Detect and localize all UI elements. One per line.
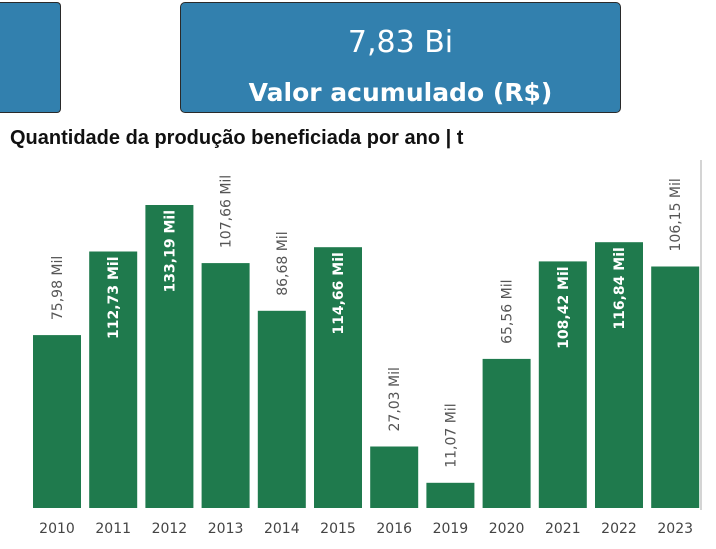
kpi-label: Valor acumulado (R$)	[248, 78, 553, 107]
value-label-2016: 27,03 Mil	[387, 367, 403, 431]
value-label-2020: 65,56 Mil	[500, 280, 516, 344]
bar-2010[interactable]	[33, 335, 81, 508]
bar-2021[interactable]	[538, 261, 587, 508]
bars-group	[33, 205, 700, 509]
x-tick-2022: 2022	[601, 521, 637, 537]
x-tick-2010: 2010	[39, 521, 75, 537]
bar-2019[interactable]	[426, 482, 475, 508]
value-label-2021: 108,42 Mil	[556, 266, 572, 348]
x-tick-2020: 2020	[489, 521, 525, 537]
x-tick-2012: 2012	[152, 521, 188, 537]
value-label-2019: 11,07 Mil	[443, 403, 459, 467]
value-labels-group: 75,98 Mil 112,73 Mil 133,19 Mil 107,66 Mil 8…	[50, 175, 684, 468]
value-label-2012: 133,19 Mil	[162, 210, 178, 292]
bar-2011[interactable]	[89, 251, 138, 509]
bar-2014[interactable]	[257, 310, 306, 508]
kpi-value: 7,83 Bi	[347, 25, 454, 60]
bar-2015[interactable]	[314, 247, 362, 508]
x-tick-2011: 2011	[95, 521, 131, 537]
value-label-2022: 116,84 Mil	[612, 247, 628, 329]
value-label-2014: 86,68 Mil	[275, 231, 291, 295]
x-axis-ticks-group: 2010 2011 2012 2013 2014 2015 2016 2019 2020 2021…	[39, 521, 693, 537]
bar-2013[interactable]	[201, 263, 250, 508]
x-tick-2016: 2016	[376, 521, 412, 537]
bar-2012[interactable]	[145, 205, 194, 508]
bar-2016[interactable]	[370, 446, 419, 509]
bar-2020[interactable]	[482, 358, 531, 508]
x-tick-2013: 2013	[208, 521, 244, 537]
x-tick-2021: 2021	[545, 521, 581, 537]
bar-2023[interactable]	[651, 266, 700, 509]
value-label-2011: 112,73 Mil	[106, 257, 122, 339]
value-label-2015: 114,66 Mil	[331, 252, 347, 334]
x-tick-2023: 2023	[657, 521, 693, 537]
value-label-2010: 75,98 Mil	[50, 256, 66, 320]
x-tick-2015: 2015	[320, 521, 356, 537]
x-tick-2019: 2019	[433, 521, 469, 537]
x-tick-2014: 2014	[264, 521, 300, 537]
kpi-card-accumulated-value: 7,83 Bi Valor acumulado (R$)	[180, 2, 621, 113]
value-label-2013: 107,66 Mil	[219, 175, 235, 248]
kpi-card-left	[0, 2, 61, 113]
bar-2022[interactable]	[595, 242, 643, 508]
value-label-2023: 106,15 Mil	[668, 178, 684, 251]
chart-title: Quantidade da produção beneficiada por a…	[10, 127, 464, 149]
